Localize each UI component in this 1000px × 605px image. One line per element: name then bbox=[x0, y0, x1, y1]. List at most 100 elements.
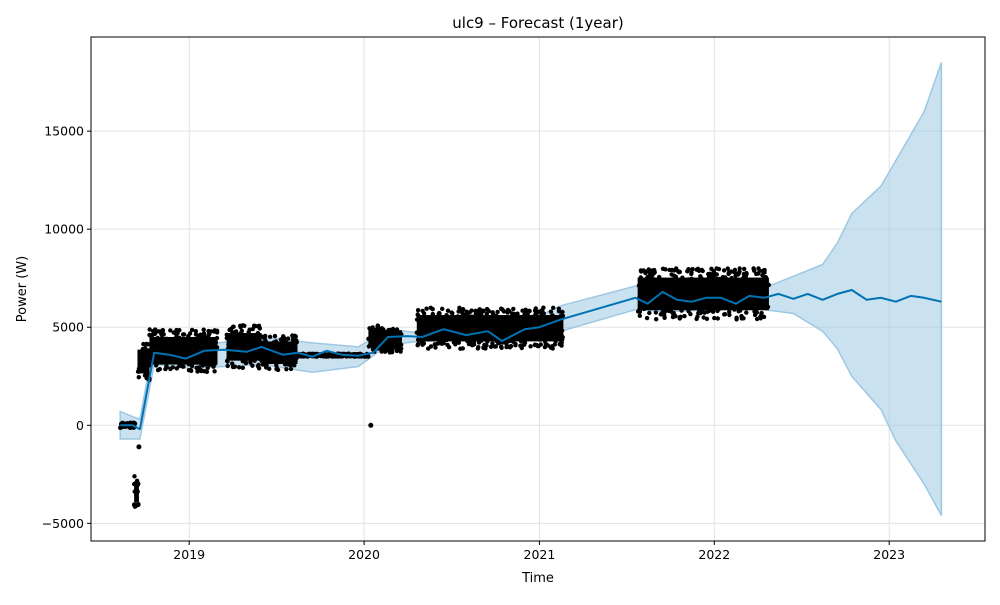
plot-frame bbox=[90, 36, 986, 542]
observed-point bbox=[695, 290, 700, 295]
observed-point bbox=[385, 347, 391, 352]
observed-point bbox=[710, 284, 715, 290]
observed-point bbox=[420, 317, 425, 322]
observed-point bbox=[725, 266, 730, 271]
observed-point bbox=[732, 307, 737, 312]
x-tick-label: 2020 bbox=[348, 547, 380, 562]
observed-point bbox=[426, 346, 431, 351]
observed-point bbox=[378, 347, 384, 352]
observed-point bbox=[441, 340, 446, 346]
observed-point bbox=[436, 333, 441, 338]
observed-point bbox=[437, 317, 442, 323]
observed-point bbox=[742, 266, 747, 272]
observed-point bbox=[245, 340, 250, 345]
observed-point bbox=[134, 495, 139, 500]
observed-point bbox=[284, 367, 289, 372]
observed-point bbox=[238, 325, 243, 330]
observed-point bbox=[494, 338, 499, 343]
tick-layer: 2019 2020 2021 2022 2023 −5000 0 5000 10000 15000 bbox=[42, 124, 905, 562]
observed-point bbox=[670, 314, 676, 320]
observed-point bbox=[230, 364, 236, 370]
observed-point bbox=[414, 317, 420, 322]
observed-point bbox=[484, 343, 489, 348]
observed-point bbox=[240, 365, 245, 370]
observed-point bbox=[507, 345, 513, 350]
observed-point bbox=[754, 316, 760, 322]
observed-point bbox=[638, 275, 643, 280]
observed-point bbox=[548, 309, 554, 314]
observed-point bbox=[238, 331, 243, 336]
observed-point bbox=[686, 283, 692, 288]
observed-point bbox=[637, 307, 642, 312]
observed-point bbox=[721, 287, 726, 293]
observed-point bbox=[644, 276, 649, 281]
observed-point bbox=[268, 354, 273, 359]
observed-point bbox=[671, 288, 676, 294]
observed-point bbox=[256, 362, 261, 368]
observed-point bbox=[741, 316, 746, 321]
observed-point bbox=[746, 286, 751, 292]
observed-cluster bbox=[147, 327, 220, 374]
observed-point bbox=[523, 307, 528, 312]
observed-cluster bbox=[259, 333, 299, 373]
observed-point bbox=[155, 335, 160, 341]
observed-point bbox=[206, 355, 211, 360]
observed-point bbox=[230, 361, 235, 366]
observed-point bbox=[499, 317, 504, 323]
observed-point bbox=[639, 269, 644, 274]
observed-point bbox=[189, 363, 195, 369]
observed-point bbox=[143, 356, 148, 362]
observed-point bbox=[737, 266, 742, 271]
observed-point bbox=[160, 337, 166, 342]
observed-point bbox=[490, 315, 495, 321]
observed-point bbox=[646, 285, 652, 290]
observed-point bbox=[540, 336, 546, 341]
observed-point bbox=[395, 348, 400, 353]
observed-cluster bbox=[131, 474, 141, 509]
observed-point bbox=[518, 343, 523, 348]
observed-point bbox=[229, 341, 235, 346]
observed-point bbox=[267, 366, 272, 371]
observed-point bbox=[680, 275, 685, 280]
observed-point bbox=[726, 270, 732, 275]
observed-point bbox=[731, 281, 736, 287]
observed-point bbox=[207, 352, 213, 357]
observed-point bbox=[665, 280, 670, 285]
observed-point bbox=[642, 295, 647, 301]
observed-point bbox=[157, 329, 163, 334]
observed-point bbox=[254, 340, 259, 346]
forecast-line-layer bbox=[120, 289, 942, 431]
observed-point bbox=[132, 474, 137, 479]
observed-point bbox=[189, 327, 195, 333]
observed-point bbox=[527, 334, 532, 340]
observed-point bbox=[445, 335, 450, 340]
observed-point bbox=[428, 305, 433, 310]
observed-point bbox=[729, 275, 734, 281]
observed-point bbox=[384, 331, 390, 336]
observed-point bbox=[702, 310, 707, 315]
observed-point bbox=[460, 346, 465, 351]
observed-point bbox=[700, 289, 705, 294]
observed-point bbox=[275, 367, 281, 373]
observed-point bbox=[474, 312, 479, 317]
observed-point bbox=[479, 311, 484, 316]
observed-point bbox=[490, 310, 495, 315]
observed-point bbox=[516, 316, 521, 321]
observed-point bbox=[136, 375, 141, 380]
observed-point bbox=[459, 319, 464, 325]
observed-point bbox=[379, 326, 385, 331]
observed-point bbox=[181, 350, 186, 355]
observed-point bbox=[214, 328, 220, 333]
observed-point bbox=[657, 305, 663, 310]
observed-point bbox=[726, 306, 731, 311]
observed-point bbox=[229, 345, 235, 350]
observed-point bbox=[189, 356, 194, 362]
observed-point bbox=[686, 267, 691, 272]
observed-point bbox=[720, 299, 726, 305]
observed-point bbox=[662, 309, 667, 315]
observed-point bbox=[189, 345, 194, 350]
observed-point bbox=[682, 283, 688, 289]
observed-point bbox=[253, 324, 258, 329]
observed-point bbox=[712, 272, 717, 277]
